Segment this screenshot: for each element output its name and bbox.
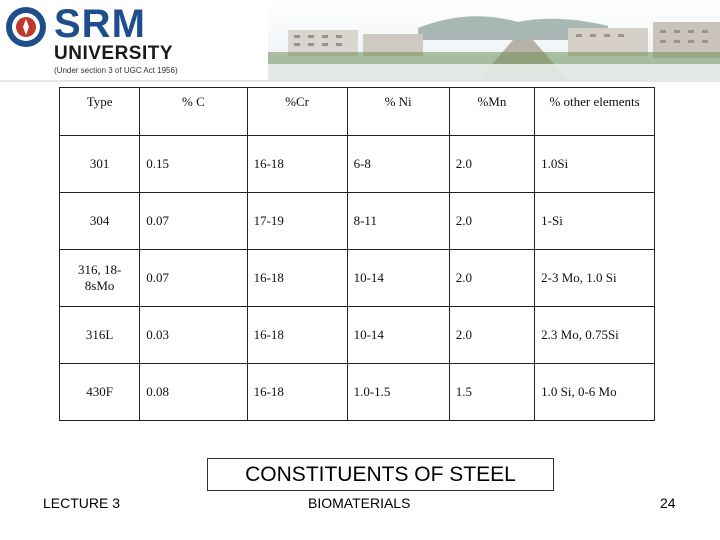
cell-carbon: 0.08: [139, 363, 248, 421]
page-number: 24: [660, 495, 676, 511]
cell-type: 304: [58, 192, 141, 250]
header-manganese: %Mn: [448, 87, 536, 136]
cell-manganese: 2.0: [448, 192, 536, 250]
table-row: 304 0.07 17-19 8-11 2.0 1-Si: [58, 192, 655, 250]
footer-lecture: LECTURE 3: [43, 495, 121, 511]
cell-manganese: 2.0: [448, 249, 536, 307]
cell-nickel: 10-14: [346, 306, 450, 364]
cell-nickel: 1.0-1.5: [346, 363, 450, 421]
cell-type: 430F: [58, 363, 141, 421]
header-type: Type: [58, 87, 141, 136]
footer-course: BIOMATERIALS: [308, 495, 411, 511]
header-chromium: %Cr: [246, 87, 348, 136]
campus-photo: [268, 0, 720, 80]
cell-chromium: 17-19: [246, 192, 348, 250]
table-row: 316, 18-8sMo 0.07 16-18 10-14 2.0 2-3 Mo…: [58, 249, 655, 307]
cell-other: 2-3 Mo, 1.0 Si: [534, 249, 655, 307]
cell-chromium: 16-18: [246, 135, 348, 193]
cell-nickel: 10-14: [346, 249, 450, 307]
cell-carbon: 0.07: [139, 192, 248, 250]
cell-type: 301: [58, 135, 141, 193]
steel-constituents-table: Type % C %Cr % Ni %Mn % other elements 3…: [58, 87, 655, 421]
cell-manganese: 2.0: [448, 135, 536, 193]
cell-manganese: 1.5: [448, 363, 536, 421]
logo-wordmark: SRM: [54, 2, 146, 46]
table-row: 430F 0.08 16-18 1.0-1.5 1.5 1.0 Si, 0-6 …: [58, 363, 655, 421]
cell-other: 1.0Si: [534, 135, 655, 193]
cell-manganese: 2.0: [448, 306, 536, 364]
cell-other: 2.3 Mo, 0.75Si: [534, 306, 655, 364]
logo-subtitle: UNIVERSITY: [54, 43, 174, 64]
logo-note: (Under section 3 of UGC Act 1956): [54, 66, 178, 75]
cell-carbon: 0.15: [139, 135, 248, 193]
header-divider: [0, 80, 720, 82]
university-seal-icon: [6, 7, 46, 47]
cell-other: 1.0 Si, 0-6 Mo: [534, 363, 655, 421]
cell-other: 1-Si: [534, 192, 655, 250]
slide-header: SRM UNIVERSITY (Under section 3 of UGC A…: [0, 0, 720, 86]
cell-carbon: 0.03: [139, 306, 248, 364]
cell-nickel: 8-11: [346, 192, 450, 250]
table-header-row: Type % C %Cr % Ni %Mn % other elements: [58, 87, 655, 136]
cell-type: 316L: [58, 306, 141, 364]
cell-carbon: 0.07: [139, 249, 248, 307]
header-carbon: % C: [139, 87, 248, 136]
cell-chromium: 16-18: [246, 363, 348, 421]
table-row: 316L 0.03 16-18 10-14 2.0 2.3 Mo, 0.75Si: [58, 306, 655, 364]
header-nickel: % Ni: [346, 87, 450, 136]
cell-chromium: 16-18: [246, 306, 348, 364]
table-row: 301 0.15 16-18 6-8 2.0 1.0Si: [58, 135, 655, 193]
header-other-elements: % other elements: [534, 87, 655, 136]
cell-nickel: 6-8: [346, 135, 450, 193]
cell-chromium: 16-18: [246, 249, 348, 307]
cell-type: 316, 18-8sMo: [58, 249, 141, 307]
slide-caption: CONSTITUENTS OF STEEL: [207, 458, 554, 491]
